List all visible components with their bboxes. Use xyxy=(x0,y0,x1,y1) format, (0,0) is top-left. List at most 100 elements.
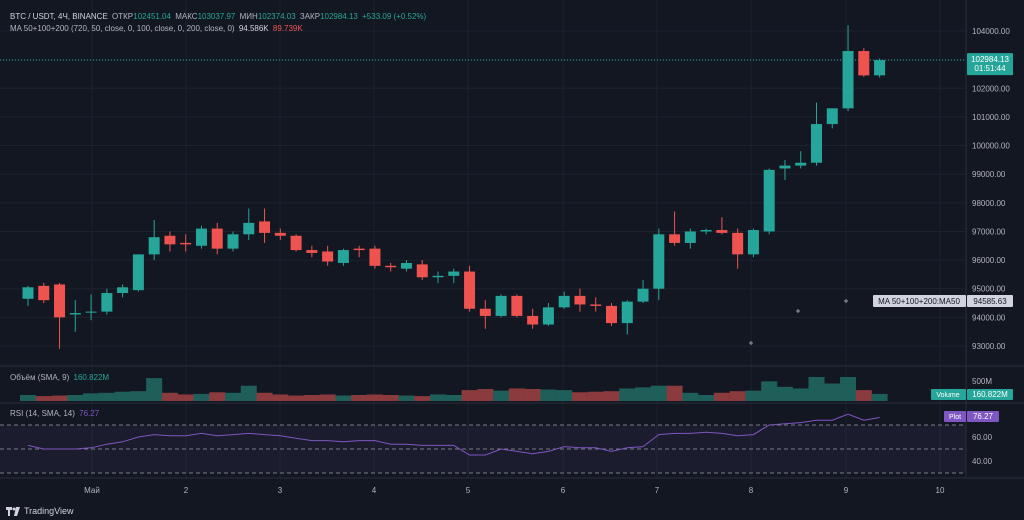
volume-bar xyxy=(382,395,399,401)
rsi-legend-value: 76.27 xyxy=(79,409,100,418)
current-price-tag-value: 102984.13 xyxy=(971,55,1009,64)
volume-bar xyxy=(20,395,36,401)
candle xyxy=(716,217,728,235)
candle-body xyxy=(337,250,349,263)
candle xyxy=(637,280,649,304)
candle xyxy=(511,294,523,318)
close-label: ЗАКР xyxy=(299,12,321,21)
candle xyxy=(101,288,113,315)
candle-body xyxy=(353,248,365,251)
candle-body xyxy=(322,251,334,262)
candle-body xyxy=(416,264,428,278)
volume-bar xyxy=(98,392,115,401)
candle xyxy=(85,294,97,321)
rsi-legend[interactable]: RSI (14, SMA, 14) 76.27 xyxy=(10,409,101,419)
candle-body xyxy=(85,311,97,313)
rsi-tag-label: Plot xyxy=(949,414,961,421)
candle xyxy=(495,294,507,318)
candle xyxy=(164,231,176,252)
volume-bar xyxy=(398,395,415,401)
candle xyxy=(243,208,255,241)
volume-bar xyxy=(319,394,336,401)
volume-bar xyxy=(335,395,352,401)
tradingview-logo[interactable]: TradingView xyxy=(6,506,74,516)
volume-bar xyxy=(540,389,557,401)
volume-bar xyxy=(650,385,667,401)
candle-body xyxy=(400,262,412,269)
candle-body xyxy=(195,228,207,246)
volume-bar xyxy=(67,395,84,401)
candle-body xyxy=(763,169,775,232)
candle xyxy=(479,300,491,329)
rsi-tag-label-bg xyxy=(944,411,966,422)
candle-body xyxy=(369,248,381,266)
candle xyxy=(54,283,66,349)
volume-bar xyxy=(51,395,68,401)
y-tick-label: 102000.00 xyxy=(972,84,1010,93)
rsi-y-tick-label: 60.00 xyxy=(972,433,993,442)
volume-legend-label: Объём (SMA, 9) xyxy=(10,373,70,382)
volume-bar xyxy=(776,386,793,401)
y-tick-label: 95000.00 xyxy=(972,285,1006,294)
candle-body xyxy=(826,108,838,125)
volume-bar xyxy=(524,389,541,401)
candle xyxy=(858,48,870,77)
candle-body xyxy=(54,284,66,318)
volume-legend[interactable]: Объём (SMA, 9) 160.822M xyxy=(10,373,111,383)
candle xyxy=(290,234,302,252)
candle xyxy=(779,159,791,180)
y-tick-label: 100000.00 xyxy=(972,142,1010,151)
volume-bar xyxy=(729,391,746,401)
y-tick-label: 93000.00 xyxy=(972,342,1006,351)
candle-body xyxy=(227,234,239,249)
volume-bar xyxy=(556,390,573,401)
volume-bar xyxy=(808,377,825,401)
rsi-tag-value-bg xyxy=(967,411,999,422)
volume-bar xyxy=(225,392,242,401)
candle-body xyxy=(842,51,854,109)
volume-bar xyxy=(603,391,620,401)
volume-bar xyxy=(256,392,273,401)
volume-bar xyxy=(587,391,604,401)
close-value: 102984.13 xyxy=(320,12,358,21)
open-value: 102451.04 xyxy=(133,12,171,21)
ma-tag: MA 50+100+200:MA50 94585.63 xyxy=(873,295,1013,307)
volume-bar xyxy=(619,388,636,401)
candle-body xyxy=(243,222,255,235)
ma-legend-label: MA 50+100+200 (720, 50, close, 0, 100, c… xyxy=(10,24,235,33)
candle-body xyxy=(669,234,681,243)
candle-body xyxy=(700,230,712,232)
rsi-y-tick-label: 40.00 xyxy=(972,457,993,466)
x-tick-label: 2 xyxy=(184,486,189,495)
candle xyxy=(69,300,81,332)
symbol-title[interactable]: BTC / USDT, 4Ч, BINANCE xyxy=(10,12,108,21)
ma-tag-value: 94585.63 xyxy=(973,297,1007,306)
volume-bar xyxy=(840,377,857,401)
candle-body xyxy=(684,231,696,243)
low-value: 102374.03 xyxy=(257,12,296,21)
candle-body xyxy=(511,295,523,316)
rsi-pane xyxy=(0,413,966,474)
candle-body xyxy=(211,228,223,249)
candle xyxy=(811,102,822,166)
ma-marker xyxy=(749,341,753,345)
candle xyxy=(180,234,192,252)
ma-value-2: 89.739K xyxy=(272,24,303,33)
candle-body xyxy=(495,295,507,316)
y-tick-label: 97000.00 xyxy=(972,227,1006,236)
volume-bar xyxy=(871,393,888,401)
candle xyxy=(574,288,586,312)
candle-body xyxy=(621,301,633,324)
candle xyxy=(842,25,854,112)
candle xyxy=(795,151,807,169)
ma-legend[interactable]: MA 50+100+200 (720, 50, close, 0, 100, c… xyxy=(10,24,305,34)
candle xyxy=(132,254,144,292)
candle xyxy=(337,248,349,266)
volume-bar xyxy=(571,392,588,401)
volume-tag: Volume 160.822M xyxy=(931,389,1013,400)
candle xyxy=(274,228,286,241)
rsi-line xyxy=(27,413,880,456)
candle-body xyxy=(747,230,759,255)
candle-body xyxy=(385,265,397,268)
